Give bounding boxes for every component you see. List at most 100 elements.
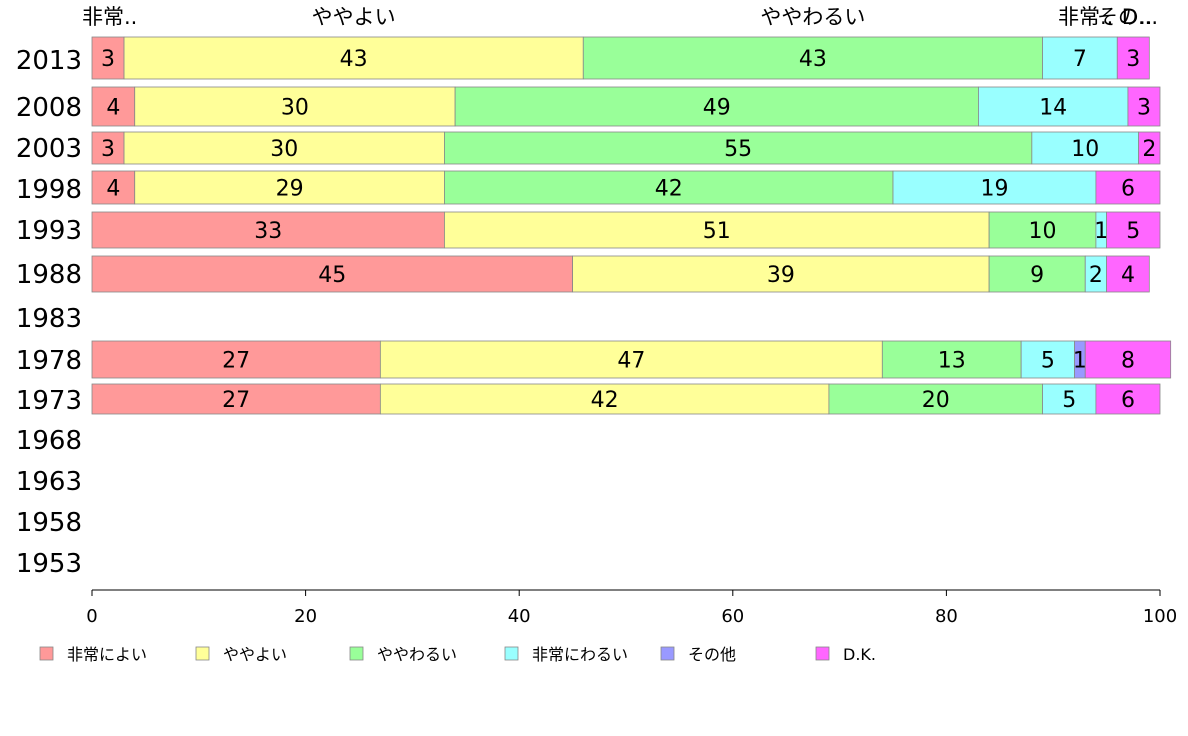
bar-1998-2 [134,170,445,205]
year-label-2003: 2003 [16,134,82,164]
x-tick-label-20: 20 [294,606,317,627]
legend-swatch-1 [39,646,54,661]
legend-swatch-4 [504,646,519,661]
year-label-1953: 1953 [16,549,82,579]
bar-2008-4 [978,86,1129,127]
data-label-2008-4: 14 [1039,96,1067,121]
data-label-2003-2: 30 [270,137,298,162]
bar-2003-6 [1138,131,1161,165]
series-top-label-1: 非常.. [82,5,137,29]
bar-1973-2 [379,383,830,415]
bar-2008-1 [91,86,136,127]
data-label-1978-6: 8 [1121,349,1135,374]
legend-swatch-2 [195,646,210,661]
legend-label-4: 非常にわるい [532,645,628,664]
x-tick-label-0: 0 [86,606,97,627]
data-label-2013-6: 3 [1126,47,1140,72]
bar-2008-3 [454,86,979,127]
data-label-2003-3: 55 [724,137,752,162]
bar-1988-6 [1106,255,1150,293]
series-top-labels: 非常.. ややよい ややわるい 非常..その..D... [82,5,1158,29]
data-label-1998-1: 4 [106,177,120,202]
data-label-1973-1: 27 [222,388,250,413]
data-label-1973-2: 42 [591,388,619,413]
data-label-1998-2: 29 [276,177,304,202]
data-label-2003-6: 2 [1142,137,1156,162]
bar-2003-4 [1031,131,1140,165]
year-label-2013: 2013 [16,46,82,76]
data-label-1998-3: 42 [655,177,683,202]
bar-2008-6 [1127,86,1161,127]
data-label-1993-3: 10 [1029,219,1057,244]
bar-1998-6 [1095,170,1161,205]
series-top-label-4: 非常.. [1058,5,1113,29]
data-label-2013-2: 43 [340,47,368,72]
data-label-1978-4: 5 [1041,349,1055,374]
bar-1993-6 [1106,211,1161,249]
year-label-1973: 1973 [16,386,82,416]
bar-2013-4 [1042,36,1118,80]
bar-1973-1 [91,383,381,415]
data-label-2008-3: 49 [703,96,731,121]
series-top-label-6: D... [1122,5,1158,29]
legend-label-5: その他 [688,645,736,664]
data-label-1988-3: 9 [1030,263,1044,288]
data-label-1993-1: 33 [254,219,282,244]
data-label-1988-2: 39 [767,263,795,288]
bar-2003-2 [123,131,445,165]
legend-swatch-6 [815,646,830,661]
legend-swatch-3 [349,646,364,661]
x-tick-label-40: 40 [508,606,531,627]
bar-1988-1 [91,255,574,293]
year-label-1968: 1968 [16,426,82,456]
data-label-1988-4: 2 [1089,263,1103,288]
data-label-2013-4: 7 [1073,47,1087,72]
legend-label-3: ややわるい [377,645,457,664]
data-label-2003-4: 10 [1071,137,1099,162]
data-label-1973-3: 20 [922,388,950,413]
data-label-1978-3: 13 [938,349,966,374]
bar-1998-4 [892,170,1097,205]
bar-2013-1 [91,36,125,80]
bar-1978-3 [881,340,1022,379]
data-label-1998-6: 6 [1121,177,1135,202]
legend-swatch-5 [660,646,675,661]
bar-1978-6 [1084,340,1172,379]
data-label-2008-6: 3 [1137,96,1151,121]
bar-2013-6 [1116,36,1150,80]
data-label-1988-1: 45 [318,263,346,288]
series-top-label-5: その.. [1097,5,1152,29]
data-label-2008-2: 30 [281,96,309,121]
data-label-1978-1: 27 [222,349,250,374]
x-tick-label-100: 100 [1143,606,1177,627]
year-label-1983: 1983 [16,304,82,334]
bar-1978-1 [91,340,381,379]
data-label-1978-5: 1 [1073,349,1087,374]
legend-label-2: ややよい [223,645,287,664]
bar-1998-1 [91,170,136,205]
bar-2003-3 [444,131,1033,165]
year-label-1998: 1998 [16,175,82,205]
data-label-2003-1: 3 [101,137,115,162]
bar-1993-3 [988,211,1097,249]
x-tick-label-60: 60 [721,606,744,627]
data-label-1978-2: 47 [617,349,645,374]
data-label-1993-2: 51 [703,219,731,244]
bar-1973-6 [1095,383,1161,415]
data-label-2013-3: 43 [799,47,827,72]
bars-group: 3 43 43 7 34 30 49 14 33 30 55 10 24 29 42 19 633 51 10 1 54… [91,36,1172,415]
year-label-1978: 1978 [16,346,82,376]
year-axis-labels: 2013 2008 2003 1998 1993 1988 1983 1978 1973 1968… [16,46,82,579]
data-label-1993-4: 1 [1094,219,1108,244]
x-axis: 0 20 40 60 80 100 [86,589,1177,627]
year-label-1988: 1988 [16,260,82,290]
bar-2008-2 [134,86,456,127]
bar-1988-2 [572,255,990,293]
year-label-1958: 1958 [16,508,82,538]
bar-2003-1 [91,131,125,165]
bar-1973-4 [1042,383,1097,415]
series-top-label-3: ややわるい [760,5,865,29]
bar-1993-2 [444,211,990,249]
data-label-1998-4: 19 [980,177,1008,202]
